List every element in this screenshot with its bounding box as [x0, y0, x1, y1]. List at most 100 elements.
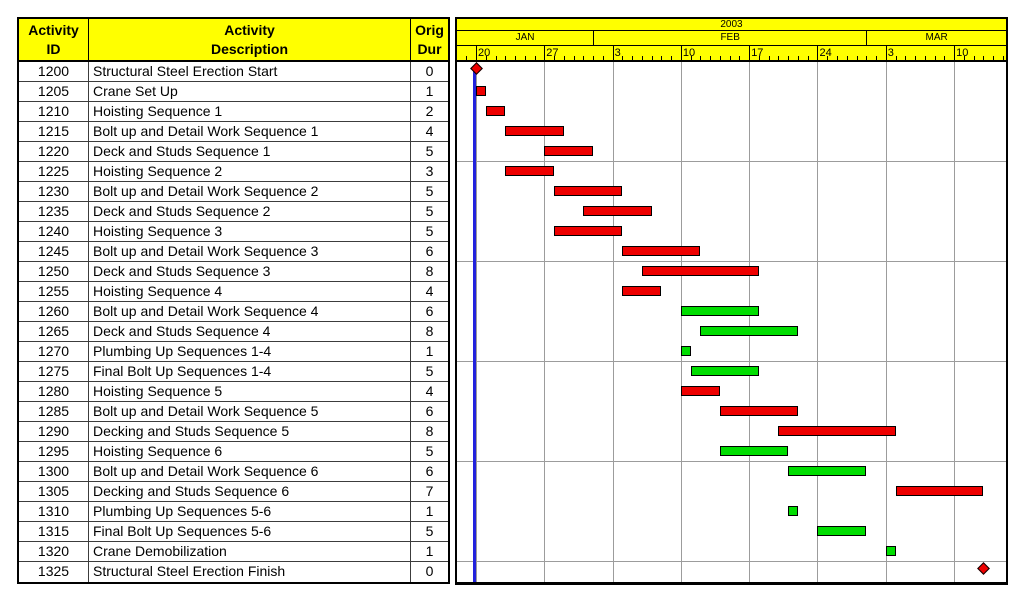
orig-dur-cell: 4 — [425, 283, 434, 299]
orig-dur-cell: 1 — [425, 343, 434, 359]
day-tick — [915, 56, 917, 60]
activity-description-cell: Bolt up and Detail Work Sequence 3 — [89, 242, 411, 261]
milestone-diamond[interactable] — [976, 562, 990, 575]
activity-row[interactable]: 1200 Structural Steel Erection Start 0 — [19, 62, 448, 82]
week-tick — [476, 46, 477, 60]
activity-row[interactable]: 1320 Crane Demobilization 1 — [19, 542, 448, 562]
activity-row[interactable]: 1260 Bolt up and Detail Work Sequence 4 … — [19, 302, 448, 322]
gantt-bar[interactable] — [885, 546, 896, 556]
month-band: JAN FEB MAR — [457, 31, 1006, 46]
activity-id-cell: 1295 — [19, 442, 89, 461]
gantt-bar[interactable] — [680, 386, 720, 396]
activity-row[interactable]: 1325 Structural Steel Erection Finish 0 — [19, 562, 448, 582]
activity-row[interactable]: 1290 Decking and Studs Sequence 5 8 — [19, 422, 448, 442]
column-header-activity-description: Activity Description — [89, 19, 411, 60]
gantt-bar[interactable] — [476, 86, 486, 96]
activity-id-cell: 1265 — [19, 322, 89, 341]
day-tick — [505, 56, 507, 60]
gantt-bar[interactable] — [778, 426, 896, 436]
gantt-bar[interactable] — [680, 346, 691, 356]
day-tick — [485, 56, 487, 60]
gantt-bar[interactable] — [485, 106, 506, 116]
activity-row[interactable]: 1310 Plumbing Up Sequences 5-6 1 — [19, 502, 448, 522]
week-band: 20 27 3 10 17 24 3 10 — [457, 46, 1006, 60]
activity-row[interactable]: 1230 Bolt up and Detail Work Sequence 2 … — [19, 182, 448, 202]
gantt-bar[interactable] — [719, 406, 798, 416]
activity-table: Activity ID Activity Description Orig Du… — [17, 17, 450, 584]
activity-id-cell: 1305 — [19, 482, 89, 501]
activity-row[interactable]: 1235 Deck and Studs Sequence 2 5 — [19, 202, 448, 222]
activity-id-cell: 1240 — [19, 222, 89, 241]
activity-id-cell: 1285 — [19, 402, 89, 421]
activity-row[interactable]: 1220 Deck and Studs Sequence 1 5 — [19, 142, 448, 162]
activity-row[interactable]: 1270 Plumbing Up Sequences 1-4 1 — [19, 342, 448, 362]
activity-description-cell: Deck and Studs Sequence 4 — [89, 322, 411, 341]
day-tick — [973, 56, 975, 60]
sight-line — [457, 461, 1006, 462]
month-label-feb: FEB — [593, 31, 866, 45]
gantt-bar[interactable] — [505, 166, 555, 176]
activity-description-cell: Plumbing Up Sequences 5-6 — [89, 502, 411, 521]
activity-row[interactable]: 1300 Bolt up and Detail Work Sequence 6 … — [19, 462, 448, 482]
activity-row[interactable]: 1265 Deck and Studs Sequence 4 8 — [19, 322, 448, 342]
gantt-bar[interactable] — [622, 246, 701, 256]
activity-row[interactable]: 1205 Crane Set Up 1 — [19, 82, 448, 102]
gantt-bar[interactable] — [583, 206, 652, 216]
gantt-bar[interactable] — [554, 226, 623, 236]
activity-row[interactable]: 1210 Hoisting Sequence 1 2 — [19, 102, 448, 122]
orig-dur-cell: 5 — [425, 143, 434, 159]
day-tick — [797, 56, 799, 60]
week-tick — [817, 46, 819, 60]
day-tick — [602, 56, 604, 60]
orig-dur-cell: 6 — [425, 243, 434, 259]
activity-row[interactable]: 1225 Hoisting Sequence 2 3 — [19, 162, 448, 182]
activity-row[interactable]: 1305 Decking and Studs Sequence 6 7 — [19, 482, 448, 502]
gantt-bar[interactable] — [680, 306, 759, 316]
gantt-bar[interactable] — [817, 526, 867, 536]
activity-id-cell: 1290 — [19, 422, 89, 441]
activity-row[interactable]: 1240 Hoisting Sequence 3 5 — [19, 222, 448, 242]
gantt-bar[interactable] — [895, 486, 984, 496]
activity-row[interactable]: 1275 Final Bolt Up Sequences 1-4 5 — [19, 362, 448, 382]
activity-id-cell: 1315 — [19, 522, 89, 541]
column-header-activity-id: Activity ID — [19, 19, 89, 60]
gantt-bar[interactable] — [788, 506, 798, 516]
activity-row[interactable]: 1280 Hoisting Sequence 5 4 — [19, 382, 448, 402]
activity-id-cell: 1220 — [19, 142, 89, 161]
orig-dur-cell: 0 — [425, 63, 434, 79]
activity-row[interactable]: 1215 Bolt up and Detail Work Sequence 1 … — [19, 122, 448, 142]
gantt-bar[interactable] — [690, 366, 759, 376]
day-tick — [924, 56, 926, 60]
activity-row[interactable]: 1250 Deck and Studs Sequence 3 8 — [19, 262, 448, 282]
activity-table-header: Activity ID Activity Description Orig Du… — [19, 19, 448, 62]
gantt-bar[interactable] — [554, 186, 623, 196]
activity-row[interactable]: 1315 Final Bolt Up Sequences 5-6 5 — [19, 522, 448, 542]
gantt-chart: 2003 JAN FEB MAR 20 27 3 10 17 24 3 10 — [455, 17, 1008, 585]
orig-dur-cell: 8 — [425, 263, 434, 279]
gantt-bar[interactable] — [622, 286, 662, 296]
day-tick — [573, 56, 575, 60]
week-tick — [885, 46, 887, 60]
gantt-bar[interactable] — [788, 466, 867, 476]
day-tick — [563, 56, 565, 60]
gantt-bar[interactable] — [700, 326, 798, 336]
week-start-label: 17 — [751, 47, 764, 59]
week-gridline — [612, 62, 614, 582]
table-body: 1200 Structural Steel Erection Start 0 1… — [19, 62, 448, 582]
column-header-line: Orig — [415, 21, 444, 38]
activity-row[interactable]: 1245 Bolt up and Detail Work Sequence 3 … — [19, 242, 448, 262]
activity-row[interactable]: 1255 Hoisting Sequence 4 4 — [19, 282, 448, 302]
day-tick — [983, 56, 985, 60]
milestone-diamond[interactable] — [469, 62, 483, 75]
day-tick — [661, 56, 663, 60]
gantt-bar[interactable] — [719, 446, 789, 456]
column-header-line: ID — [46, 40, 61, 57]
gantt-bar[interactable] — [505, 126, 564, 136]
gantt-bar[interactable] — [544, 146, 594, 156]
activity-row[interactable]: 1285 Bolt up and Detail Work Sequence 5 … — [19, 402, 448, 422]
orig-dur-cell: 5 — [425, 203, 434, 219]
week-gridline — [680, 62, 682, 582]
activity-row[interactable]: 1295 Hoisting Sequence 6 5 — [19, 442, 448, 462]
gantt-bar[interactable] — [641, 266, 759, 276]
activity-description-cell: Decking and Studs Sequence 6 — [89, 482, 411, 501]
